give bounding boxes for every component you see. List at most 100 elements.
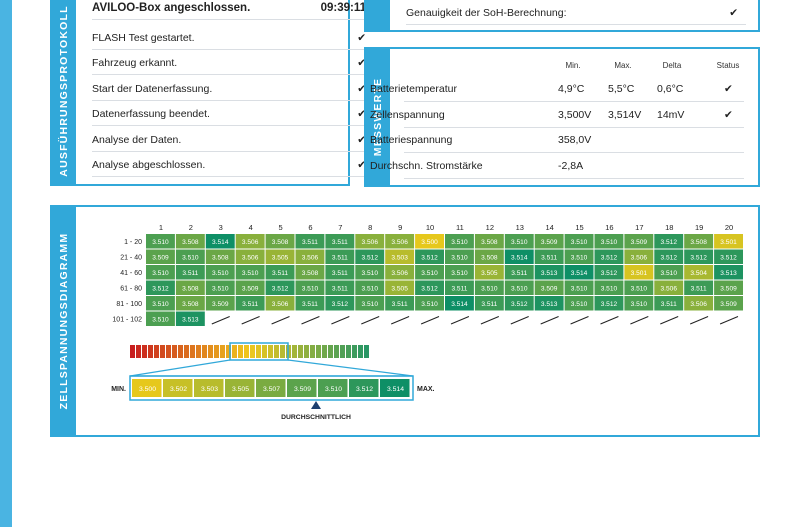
- gradient-segment: [340, 345, 345, 358]
- voltage-cell-value: 3.512: [511, 301, 528, 308]
- empty-cell-slash: [420, 316, 440, 325]
- voltage-cell: [415, 280, 444, 295]
- measurement-row: Durchschn. Stromstärke -2,8A: [370, 154, 744, 179]
- empty-cell-slash: [719, 316, 739, 325]
- voltage-cell: [175, 311, 205, 326]
- column-header: 13: [516, 223, 524, 232]
- voltage-cell-value: 3.510: [601, 286, 618, 293]
- legend-swatch: [287, 379, 317, 397]
- voltage-cell: [504, 265, 534, 280]
- voltage-cell: [534, 265, 564, 280]
- voltage-cell-value: 3.512: [272, 286, 289, 293]
- voltage-cell-value: 3.511: [691, 286, 707, 293]
- voltage-cell: [714, 234, 743, 249]
- voltage-cell: [415, 249, 444, 264]
- header-min: Min.: [565, 61, 581, 70]
- legend-frame: [129, 375, 414, 401]
- voltage-cell: [355, 249, 385, 264]
- voltage-cell: [624, 280, 654, 295]
- protocol-row: Datenerfassung beendet. ✔: [92, 102, 374, 126]
- voltage-cell-value: 3.510: [152, 239, 169, 246]
- column-header: 7: [338, 223, 342, 232]
- voltage-cell-value: 3.513: [541, 270, 558, 277]
- voltage-cell: [594, 296, 624, 311]
- voltage-cell-value: 3.506: [242, 255, 259, 262]
- empty-cell-slash: [361, 316, 380, 325]
- voltage-cell-value: 3.512: [332, 301, 349, 308]
- empty-cell-slash: [600, 316, 619, 325]
- voltage-cell: [295, 265, 325, 280]
- gradient-segment: [346, 345, 351, 358]
- gradient-segment: [178, 345, 183, 358]
- voltage-cell: [445, 265, 474, 280]
- voltage-cell: [205, 234, 235, 249]
- voltage-cell: [175, 249, 205, 264]
- zoom-connector: [129, 359, 414, 377]
- voltage-cell-value: 3.506: [391, 239, 408, 246]
- measurement-delta: 0,6°C: [657, 83, 684, 95]
- header-max: Max.: [614, 61, 632, 70]
- voltage-cell: [714, 296, 743, 311]
- empty-cell-slash: [391, 316, 410, 325]
- voltage-cell: [265, 265, 295, 280]
- gradient-segment: [214, 345, 219, 358]
- gradient-segment: [226, 345, 231, 358]
- empty-cell-slash: [301, 316, 320, 325]
- voltage-cell-value: 3.511: [272, 270, 288, 277]
- voltage-cell-value: 3.511: [332, 239, 348, 246]
- voltage-cell: [355, 296, 385, 311]
- measurements-side-title: MESSWERTE: [366, 49, 390, 185]
- voltage-cell-value: 3.510: [451, 239, 468, 246]
- voltage-cell-value: 3.512: [152, 286, 169, 293]
- protocol-row: Analyse der Daten. ✔: [92, 128, 374, 152]
- measurement-label: Durchschn. Stromstärke: [370, 159, 483, 172]
- voltage-cell: [325, 296, 355, 311]
- voltage-cell-value: 3.506: [302, 255, 319, 262]
- row-label: 1 - 20: [124, 239, 142, 246]
- voltage-cell: [504, 296, 534, 311]
- voltage-cell-value: 3.506: [272, 301, 289, 308]
- voltage-cell: [504, 234, 534, 249]
- voltage-cell: [265, 296, 295, 311]
- gradient-segment: [292, 345, 297, 358]
- voltage-cell-value: 3.509: [720, 301, 737, 308]
- measurement-label: Batterietemperatur: [370, 83, 457, 95]
- voltage-cell-value: 3.506: [242, 239, 259, 246]
- check-icon: ✔: [357, 133, 366, 146]
- check-icon: ✔: [357, 82, 366, 95]
- measurement-min: 3,500V: [558, 108, 592, 121]
- voltage-cell-value: 3.508: [690, 239, 707, 246]
- voltage-cell-value: 3.513: [541, 301, 558, 308]
- accuracy-label: Genauigkeit der SoH-Berechnung:: [406, 7, 567, 19]
- voltage-cell: [295, 234, 325, 249]
- gradient-segment: [142, 345, 147, 358]
- gradient-segment: [130, 345, 135, 358]
- voltage-cell-value: 3.508: [182, 239, 199, 246]
- voltage-cell: [624, 265, 654, 280]
- empty-cell-slash: [331, 316, 350, 325]
- zoom-marker: [229, 342, 289, 361]
- voltage-cell-value: 3.510: [361, 286, 378, 293]
- voltage-cell: [325, 280, 355, 295]
- voltage-cell: [504, 280, 534, 295]
- voltage-cell-value: 3.512: [361, 255, 378, 262]
- gradient-segment: [232, 345, 237, 358]
- gradient-segment: [208, 345, 213, 358]
- gradient-segment: [352, 345, 357, 358]
- voltage-cell: [265, 280, 295, 295]
- voltage-cell-value: 3.510: [631, 301, 648, 308]
- protocol-row: FLASH Test gestartet. ✔: [92, 26, 374, 50]
- voltage-cell-value: 3.509: [631, 239, 648, 246]
- voltage-cell-value: 3.511: [332, 270, 348, 277]
- voltage-cell: [235, 296, 265, 311]
- voltage-cell: [564, 249, 594, 264]
- voltage-cell: [265, 234, 295, 249]
- diagram-card: ZELLSPANNUNGSDIAGRAMM 1 2 3 4 5 6 7 8 9 10 11 12 13 1…: [50, 205, 760, 437]
- voltage-cell-value: 3.512: [690, 255, 707, 262]
- voltage-cell-value: 3.509: [720, 286, 737, 293]
- legend-value: 3.514: [387, 386, 404, 393]
- voltage-cell: [385, 249, 415, 264]
- voltage-cell-value: 3.510: [152, 270, 169, 277]
- voltage-cell: [534, 280, 564, 295]
- voltage-cell: [714, 249, 743, 264]
